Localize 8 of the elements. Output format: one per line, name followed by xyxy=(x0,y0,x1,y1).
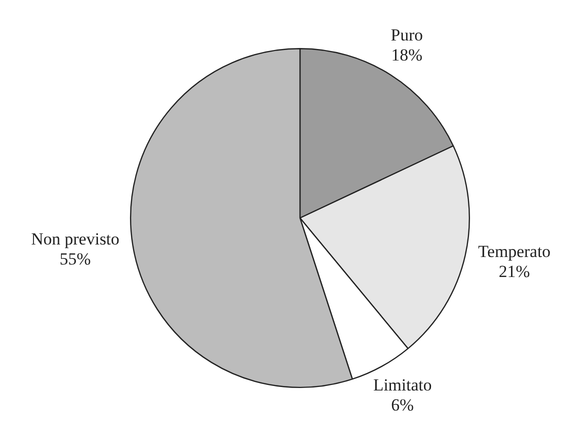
data-label: 55% xyxy=(60,249,91,268)
slice-label: Temperato xyxy=(478,242,551,261)
slice-label: Puro xyxy=(390,26,423,45)
slice-label: Limitato xyxy=(373,376,432,395)
slice-label: Non previsto xyxy=(31,229,120,248)
data-label: 18% xyxy=(391,46,422,65)
data-label: 21% xyxy=(498,262,530,281)
data-label: 6% xyxy=(391,396,414,415)
